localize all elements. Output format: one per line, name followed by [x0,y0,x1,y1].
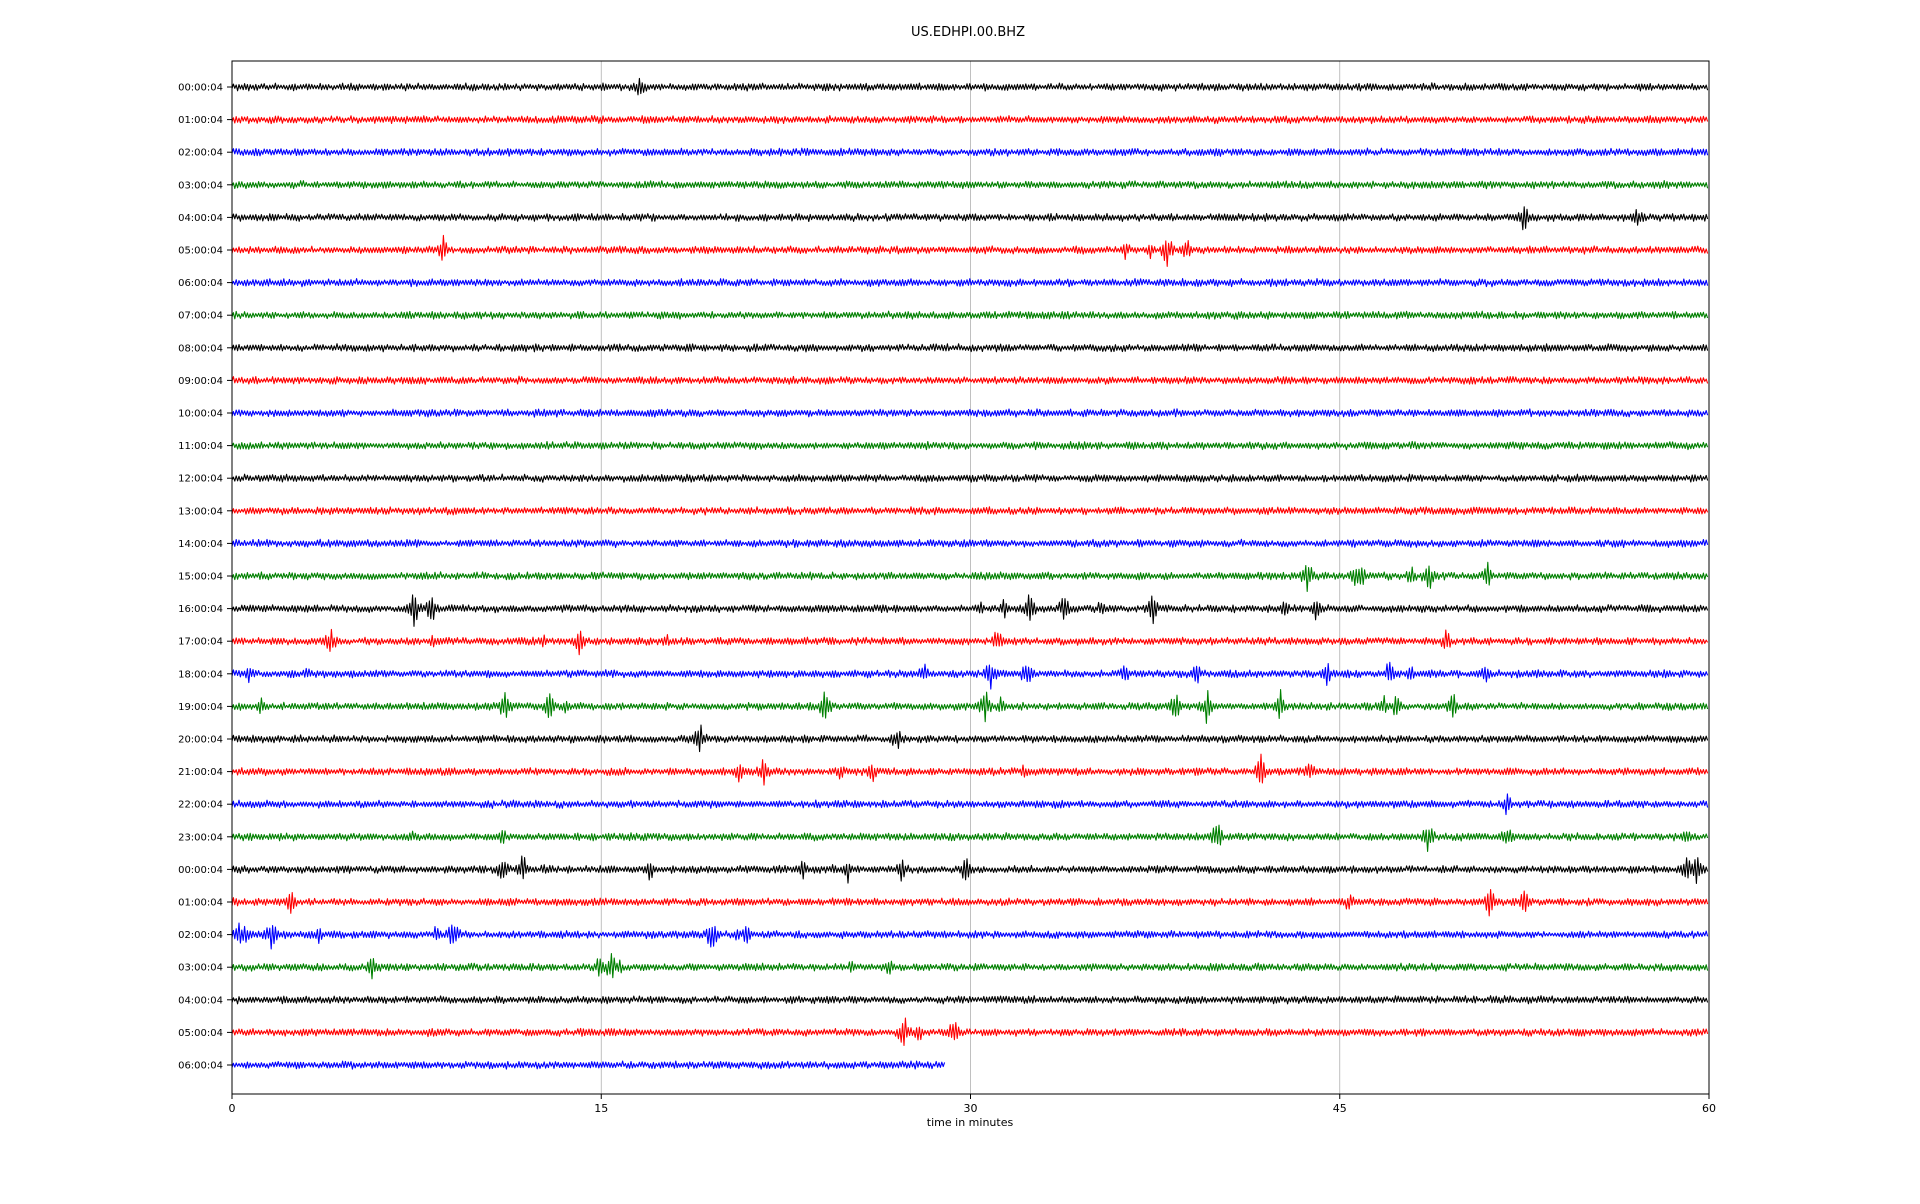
trace-time-label: 15:00:04 [178,572,223,583]
seismic-trace [231,1060,946,1070]
trace-time-label: 19:00:04 [178,702,223,713]
seismic-trace [231,561,1709,593]
chart-title: US.EDHPI.00.BHZ [911,25,1025,40]
trace-time-label: 06:00:04 [178,278,223,289]
x-axis-label: time in minutes [927,1116,1014,1129]
seismic-trace [231,234,1709,267]
trace-time-label: 22:00:04 [178,800,223,811]
x-axis: 0 15 30 45 60 [229,1094,1716,1115]
seismic-trace [231,343,1709,353]
trace-time-label: 13:00:04 [178,506,223,517]
seismic-trace [231,310,1709,320]
seismic-trace [231,724,1709,753]
seismic-trace [231,206,1709,231]
trace-time-label: 05:00:04 [178,246,223,257]
seismic-trace [231,689,1709,724]
trace-time-label: 20:00:04 [178,735,223,746]
trace-time-label: 05:00:04 [178,1028,223,1039]
trace-time-label: 02:00:04 [178,930,223,941]
seismic-trace [231,953,1709,980]
trace-time-label: 12:00:04 [178,474,223,485]
seismic-trace [231,594,1709,627]
seismic-trace [231,115,1709,125]
seismic-trace [231,506,1709,516]
seismic-trace [231,77,1709,96]
trace-time-label: 00:00:04 [178,83,223,94]
seismic-trace [231,889,1709,917]
trace-time-label: 08:00:04 [178,343,223,354]
seismic-trace [231,408,1709,418]
seismic-trace [231,147,1709,157]
trace-time-label: 23:00:04 [178,832,223,843]
trace-time-label: 10:00:04 [178,409,223,420]
trace-time-label: 16:00:04 [178,604,223,615]
trace-time-label: 00:00:04 [178,865,223,876]
seismic-trace [231,375,1709,385]
trace-time-label: 09:00:04 [178,376,223,387]
x-tick-label: 0 [229,1102,236,1115]
seismic-trace [231,661,1709,690]
seismic-trace [231,922,1709,950]
trace-time-label: 03:00:04 [178,963,223,974]
trace-time-label: 02:00:04 [178,148,223,159]
seismic-trace [231,1017,1709,1047]
trace-time-label: 04:00:04 [178,995,223,1006]
trace-time-label: 21:00:04 [178,767,223,778]
seismic-trace [231,538,1709,549]
trace-time-label: 07:00:04 [178,311,223,322]
x-tick-label: 60 [1702,1102,1716,1115]
seismic-trace [231,628,1709,656]
seismic-trace [231,180,1709,190]
seismic-trace [231,995,1709,1005]
trace-time-label: 14:00:04 [178,539,223,550]
seismic-trace [231,753,1709,786]
trace-time-label: 18:00:04 [178,669,223,680]
seismic-trace [231,440,1709,451]
x-tick-label: 45 [1333,1102,1347,1115]
seismic-trace [231,824,1709,853]
trace-time-label: 03:00:04 [178,180,223,191]
trace-time-label: 06:00:04 [178,1061,223,1072]
x-tick-label: 15 [594,1102,608,1115]
seismic-trace [231,473,1709,483]
seismic-trace [231,855,1709,885]
trace-time-labels: 00:00:04 01:00:04 02:00:04 03:00:04 04:00:04… [178,83,232,1072]
trace-time-label: 01:00:04 [178,898,223,909]
traces-layer [231,77,1709,1070]
trace-time-label: 11:00:04 [178,441,223,452]
trace-time-label: 01:00:04 [178,115,223,126]
seismic-trace [231,277,1709,288]
trace-time-label: 04:00:04 [178,213,223,224]
seismic-trace [231,793,1709,816]
trace-time-label: 17:00:04 [178,637,223,648]
x-tick-label: 30 [964,1102,978,1115]
